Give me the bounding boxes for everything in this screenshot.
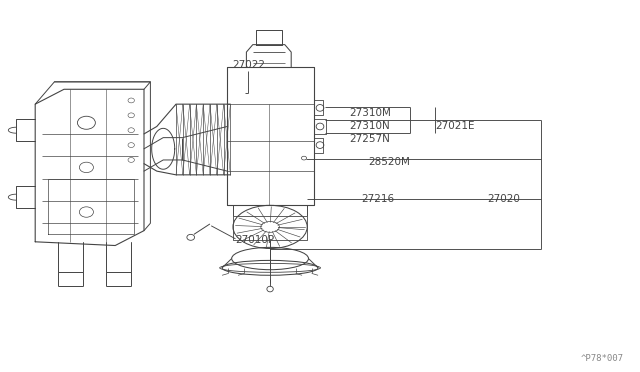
Text: 27022: 27022 [232,60,265,70]
Text: 27010P: 27010P [236,235,275,245]
Text: 28520M: 28520M [368,157,410,167]
Text: 27021E: 27021E [435,122,475,131]
Text: ^P78*007: ^P78*007 [581,354,624,363]
Text: 27310N: 27310N [349,122,390,131]
Text: 27257N: 27257N [349,135,390,144]
Text: 27020: 27020 [488,194,520,204]
Text: 27216: 27216 [362,194,395,204]
Text: 27310M: 27310M [349,109,390,118]
